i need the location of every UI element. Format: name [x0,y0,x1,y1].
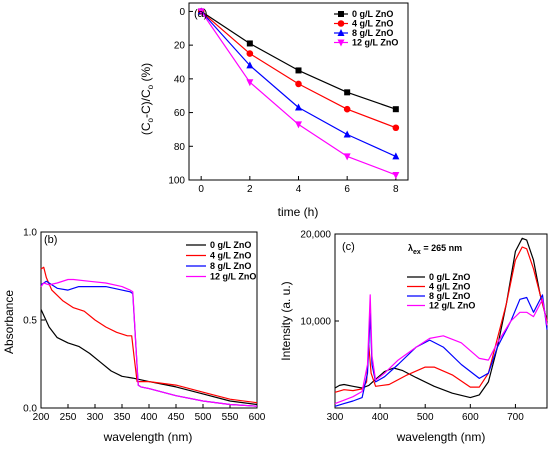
panel-c-data [334,237,548,407]
data-point [246,61,254,69]
panel-b-label: (b) [44,234,57,246]
data-point [246,50,254,57]
legend-label: 0 g/L ZnO [352,9,393,19]
x-tick-label: 300 [87,412,104,423]
legend-label: 0 g/L ZnO [210,240,251,250]
panel-a-data [197,7,400,179]
x-tick-label: 250 [60,412,77,423]
panel-a-ylabel: (Co-C)/Co (%) [139,63,155,135]
x-tick-label: 4 [296,184,302,195]
data-point [392,106,399,113]
y-tick-label: 20 [174,41,186,52]
legend-label: 8 g/L ZnO [429,291,470,301]
legend-label: 4 g/L ZnO [429,282,470,292]
x-tick-label: 400 [141,412,158,423]
y-tick-label: 10,000 [300,317,331,328]
legend-label: 8 g/L ZnO [352,28,393,38]
legend-marker [337,29,345,36]
annotation-sub: ex [413,249,421,256]
data-point [295,121,302,129]
legend-marker [337,39,345,47]
x-tick-label: 450 [168,412,185,423]
data-point [392,152,400,160]
chart-panel-c: 300 400 500 600 700 10,000 20,000 (c) λex = 26… [279,230,548,444]
x-tick-label: 8 [393,184,399,195]
panel-c-axes: 300 400 500 600 700 10,000 20,000 [300,230,548,423]
legend-marker [338,11,344,17]
data-point [392,171,400,179]
x-tick-label: 350 [114,412,131,423]
x-tick-label: 550 [222,412,239,423]
x-tick-label: 700 [507,412,524,423]
legend-marker [337,20,345,27]
panel-c-ylabel: Intensity (a. u.) [279,281,293,360]
y-tick-label: 0.0 [23,404,37,415]
chart-panel-b: 200 250 300 350 400 450 500 550 600 0.0 0.5 1.0 (b)… [2,228,266,445]
legend-label: 12 g/L ZnO [210,272,256,282]
panel-a-xlabel: time (h) [278,205,319,219]
x-tick-label: 500 [417,412,434,423]
series-line [334,237,548,399]
y-tick-label: 60 [174,108,186,119]
x-tick-label: 600 [249,412,266,423]
data-point [295,103,302,111]
annotation-rest: = 265 nm [421,243,462,253]
legend-label: 4 g/L ZnO [352,19,393,29]
x-tick-label: 200 [33,412,50,423]
panel-c-annotation: λex = 265 nm [408,243,462,256]
panel-c-xlabel: wavelength (nm) [396,430,486,444]
x-tick-label: 400 [372,412,389,423]
annotation-lambda: λ [408,243,413,253]
legend-label: 0 g/L ZnO [429,272,470,282]
x-tick-label: 500 [195,412,212,423]
data-point [197,8,205,16]
data-point [343,130,351,138]
x-tick-label: 2 [247,184,253,195]
data-point [246,40,253,47]
y-tick-label: 80 [174,142,186,153]
legend-label: 12 g/L ZnO [429,301,475,311]
series-line [40,309,258,406]
panel-b-axes: 200 250 300 350 400 450 500 550 600 0.0 0.5 1.0 [23,228,266,424]
data-point [295,67,302,74]
series-line [334,294,548,405]
y-tick-label: 0.5 [23,316,37,327]
data-point [343,153,351,161]
data-point [246,79,254,87]
y-tick-label: 100 [168,176,185,187]
y-tick-label: 20,000 [300,230,331,241]
legend-label: 12 g/L ZnO [352,38,398,48]
x-tick-label: 0 [198,184,204,195]
series-line [334,294,548,407]
data-point [343,105,351,113]
panel-a-label: (a) [194,8,207,20]
series-line [40,280,258,407]
panel-b-ylabel: Absorbance [2,290,16,354]
x-tick-label: 300 [327,412,344,423]
y-tick-label: 40 [174,74,186,85]
data-point [392,124,400,132]
y-tick-label: 1.0 [23,228,37,239]
panel-c-label: (c) [342,241,355,253]
y-tick-label: 0 [179,7,185,18]
series-line [40,266,258,404]
legend-label: 4 g/L ZnO [210,251,251,261]
series-line [40,278,258,407]
panel-b-data [40,266,258,407]
data-point [295,80,302,88]
x-tick-label: 6 [344,184,350,195]
panel-b-xlabel: wavelength (nm) [103,430,193,444]
legend-label: 8 g/L ZnO [210,261,251,271]
x-tick-label: 600 [462,412,479,423]
data-point [344,89,351,96]
